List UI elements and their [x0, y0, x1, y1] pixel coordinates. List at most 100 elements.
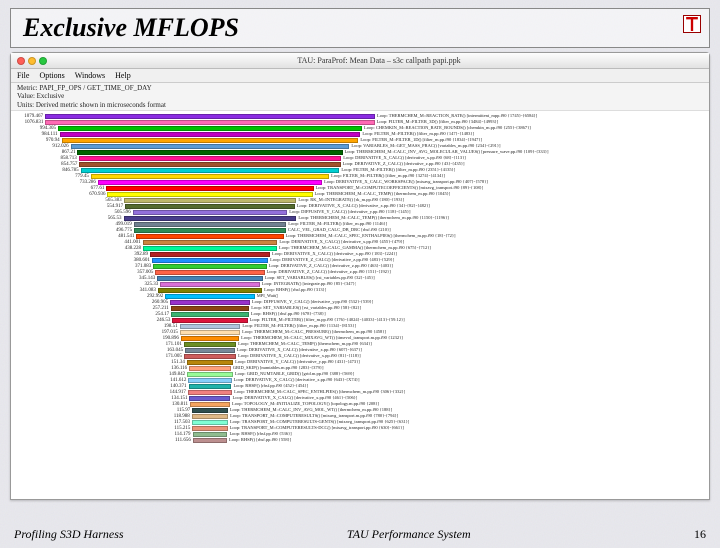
bar[interactable] — [184, 342, 236, 347]
bar[interactable] — [45, 114, 375, 119]
bar[interactable] — [91, 174, 329, 179]
bar[interactable] — [180, 330, 240, 335]
menu-options[interactable]: Options — [39, 71, 64, 80]
bar[interactable] — [189, 366, 231, 371]
bar[interactable] — [187, 360, 233, 365]
bar[interactable] — [170, 300, 250, 305]
bar[interactable] — [79, 156, 342, 161]
bar-value-label: 341.083 — [15, 288, 158, 293]
bar-value-label: 151.34 — [15, 360, 187, 365]
bar[interactable] — [124, 216, 297, 221]
bar[interactable] — [193, 432, 228, 437]
bar-function-label: Loop: TOPOLOGY_M::INITIALIZE_TOPOLOGY() … — [230, 402, 379, 407]
window-controls[interactable] — [17, 57, 47, 65]
bar[interactable] — [160, 282, 259, 287]
bar-value-label: 970.94 — [15, 138, 62, 143]
bar-function-label: GRID_SKIP() [numtables.m.pp.f90 {283}-{3… — [231, 366, 324, 371]
bar[interactable] — [143, 240, 278, 245]
bar[interactable] — [136, 234, 283, 239]
bar[interactable] — [152, 258, 268, 263]
tau-logo-icon — [683, 15, 701, 33]
bar[interactable] — [192, 408, 227, 413]
bar[interactable] — [180, 324, 241, 329]
bar[interactable] — [60, 132, 361, 137]
bar[interactable] — [192, 414, 228, 419]
bar-function-label: Loop: DERIVATIVE_Y_CALC() [derivative_y.… — [233, 360, 360, 365]
menu-windows[interactable]: Windows — [75, 71, 105, 80]
bar-value-label: 144.917 — [15, 390, 188, 395]
bar[interactable] — [192, 420, 228, 425]
bar[interactable] — [106, 186, 313, 191]
bar-value-label: 912.026 — [15, 144, 71, 149]
bar-function-label: Loop: RHSF() [rhsf.pp.f90 {678}-{738}] — [249, 312, 326, 317]
bar[interactable] — [134, 222, 287, 227]
bar-function-label: Loop: THERMCHEM_M::CALC_GAMMA() [thermch… — [277, 246, 431, 251]
bar[interactable] — [81, 168, 340, 173]
bar[interactable] — [77, 150, 342, 155]
bar-value-label: 115.97 — [15, 408, 192, 413]
bar-function-label: Loop: THERMCHEM_M::CALC_INV_AVG_MOLECULA… — [343, 150, 549, 155]
bar[interactable] — [134, 228, 286, 233]
bar[interactable] — [171, 312, 249, 317]
bar-value-label: 117.503 — [15, 420, 192, 425]
bar[interactable] — [193, 438, 227, 443]
bar[interactable] — [184, 354, 236, 359]
menubar[interactable]: File Options Windows Help — [11, 69, 709, 83]
bar[interactable] — [165, 294, 255, 299]
close-icon[interactable] — [17, 57, 25, 65]
menu-file[interactable]: File — [17, 71, 29, 80]
zoom-icon[interactable] — [39, 57, 47, 65]
bar[interactable] — [133, 210, 288, 215]
minimize-icon[interactable] — [28, 57, 36, 65]
bar-function-label: Loop: DIFFUSIVE_Y_CALC() [derivative_y.p… — [250, 300, 373, 305]
bar[interactable] — [188, 390, 232, 395]
bar[interactable] — [189, 396, 230, 401]
bar-value-label: 345.143 — [15, 276, 157, 281]
bar-function-label: Loop: TRANSPORT_M::COMPUTERESULTS() [mix… — [228, 414, 398, 419]
bar[interactable] — [153, 264, 266, 269]
menu-help[interactable]: Help — [115, 71, 131, 80]
bar[interactable] — [58, 126, 362, 131]
bar-function-label: Loop: SET_VARIABLES() [rst_variables.pp.… — [263, 276, 375, 281]
bar-value-label: 481.541 — [15, 234, 136, 239]
bar-function-label: MPI_Wait() — [255, 294, 279, 299]
bar[interactable] — [157, 276, 263, 281]
bar[interactable] — [98, 180, 322, 185]
bar-function-label: Loop: RHSF() [rhsf.pp.f90 {313}] — [262, 288, 326, 293]
window-titlebar: TAU: ParaProf: Mean Data – s3c callpath … — [11, 53, 709, 69]
bar-value-label: 163.045 — [15, 348, 185, 353]
bar[interactable] — [158, 288, 262, 293]
bar[interactable] — [150, 252, 270, 257]
bar[interactable] — [190, 402, 230, 407]
bar[interactable] — [155, 270, 264, 275]
bar-function-label: Loop: RHSF() [rhsf.pp.f90 {452}-{454}] — [231, 384, 308, 389]
bar[interactable] — [187, 372, 233, 377]
bar-value-label: 854.757 — [15, 162, 79, 167]
bar-value-label: 246.53 — [15, 318, 172, 323]
bar[interactable] — [71, 144, 350, 149]
bar[interactable] — [192, 426, 227, 431]
bar-value-label: 779.45 — [15, 174, 91, 179]
bar[interactable] — [143, 246, 277, 251]
bar-value-label: 380.601 — [15, 258, 152, 263]
bar[interactable] — [189, 384, 232, 389]
bar[interactable] — [125, 204, 295, 209]
bar[interactable] — [124, 198, 297, 203]
bar-value-label: 1076.831 — [15, 120, 45, 125]
bar-function-label: Loop: THERMCHEM_M::REACTION_RATE() [inte… — [375, 114, 537, 119]
bar-value-label: 130.811 — [15, 402, 190, 407]
bar[interactable] — [172, 318, 247, 323]
bar-function-label: Loop: FILTER_M::FILTER_1D() [filter_m.pp… — [358, 138, 482, 143]
bar-function-label: Loop: THERMCHEM_M::CALC_TEMP() [thermche… — [313, 192, 451, 197]
bar-value-label: 858.713 — [15, 156, 79, 161]
bar[interactable] — [79, 162, 340, 167]
bar[interactable] — [185, 348, 235, 353]
bar[interactable] — [107, 192, 312, 197]
bar[interactable] — [188, 378, 231, 383]
bar[interactable] — [62, 138, 359, 143]
bar[interactable] — [171, 306, 250, 311]
bar[interactable] — [45, 120, 374, 125]
bar-function-label: Loop: THERMCHEM_M::CALC_SPEC_ENTHALPIES(… — [284, 234, 456, 239]
bar[interactable] — [181, 336, 239, 341]
bar-value-label: 292.992 — [15, 294, 165, 299]
